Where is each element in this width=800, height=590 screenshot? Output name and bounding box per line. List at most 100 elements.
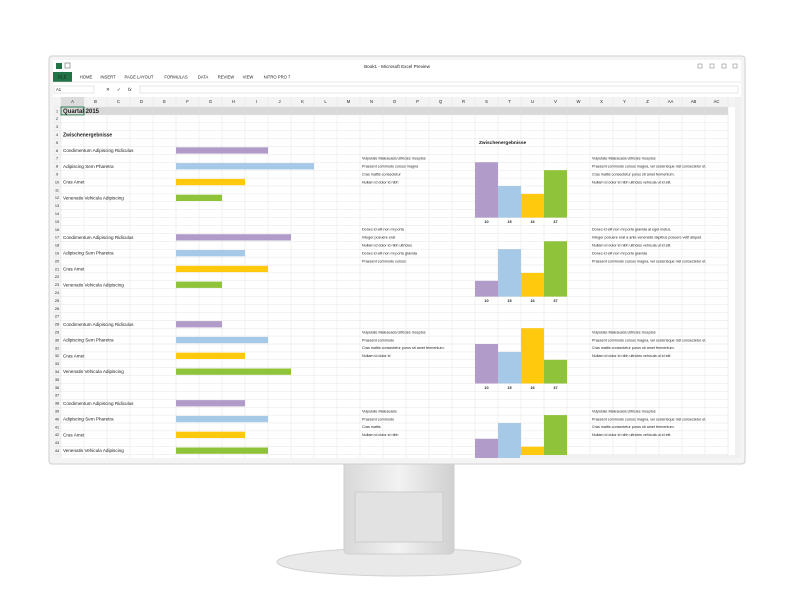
row-header: 43 xyxy=(55,441,59,445)
note-text: Praesent commodo cursus magna, vel scele… xyxy=(592,417,706,421)
note-text: Praesent commodo xyxy=(362,338,394,342)
ribbon-tab: REVIEW xyxy=(218,75,235,80)
column-header: R xyxy=(462,99,465,104)
column-header: Z xyxy=(646,99,649,104)
column-header: E xyxy=(163,99,166,104)
name-box xyxy=(53,85,95,94)
formula-input xyxy=(139,85,739,94)
enter-icon: ✓ xyxy=(117,87,121,92)
row-label: Condimentum Adipiscing Ridiculus xyxy=(63,322,134,327)
row-label: Condimentum Adipiscing Ridiculus xyxy=(63,148,134,153)
row-header: 3 xyxy=(56,125,58,129)
column-header: U xyxy=(531,99,534,104)
row-label: Cras Amet xyxy=(63,432,85,437)
row-header: 44 xyxy=(55,449,59,453)
row-label: Cras Amet xyxy=(63,266,85,271)
row-header: 15 xyxy=(55,220,59,224)
column-header: AA xyxy=(668,99,674,104)
column-header: N xyxy=(370,99,373,104)
row-header: 10 xyxy=(55,180,59,184)
row-header: 25 xyxy=(55,299,59,303)
note-text: Vulputate Malesuada Ultricies Inceptos xyxy=(362,330,426,334)
row-header: 5 xyxy=(56,141,58,145)
column-header-bar xyxy=(53,97,741,107)
row-header: 37 xyxy=(55,394,59,398)
column-header: F xyxy=(186,99,189,104)
column-header: H xyxy=(232,99,235,104)
column-header: I xyxy=(256,99,257,104)
name-box-text: A1 xyxy=(56,87,62,92)
note-text: Vulputate Malesuada Ultricies Inceptos xyxy=(592,157,656,161)
note-text: Praesent commodo cursus magna, vel scele… xyxy=(592,259,706,263)
row-header: 20 xyxy=(55,259,59,263)
horizontal-bar xyxy=(176,352,245,359)
file-tab xyxy=(53,72,72,82)
horizontal-bar xyxy=(176,163,314,170)
ribbon-tab: INSERT xyxy=(100,75,116,80)
window-control xyxy=(732,63,738,69)
horizontal-bar xyxy=(176,431,245,438)
chart-label: 10 xyxy=(484,386,488,390)
row-header: 21 xyxy=(55,267,59,271)
horizontal-bar xyxy=(176,178,245,186)
note-text: Praesent commodo cursus xyxy=(362,259,406,263)
chart-title: Zwischenergebnisse xyxy=(479,140,527,146)
column-bar xyxy=(475,162,498,218)
row-header: 30 xyxy=(55,338,59,342)
column-header: S xyxy=(485,99,488,104)
column-header: A xyxy=(71,99,74,104)
row-header: 11 xyxy=(55,188,59,192)
title-bar xyxy=(53,60,741,72)
title-row xyxy=(61,107,728,115)
chart-label: 15 xyxy=(507,386,511,390)
note-text: Nullam id dolor id nibh ultricies vehicu… xyxy=(592,244,671,248)
chart-label: 16 xyxy=(530,220,534,224)
row-header: 23 xyxy=(55,283,59,287)
note-text: Vulputate Malesuada xyxy=(362,409,397,413)
row-header: 18 xyxy=(55,244,59,248)
note-text: Vulputate Malesuada Ultricies Inceptos xyxy=(592,409,656,413)
column-bar xyxy=(521,272,544,297)
horizontal-scrollbar xyxy=(520,455,735,458)
column-bar xyxy=(498,423,521,458)
column-header: C xyxy=(117,99,120,104)
ribbon-tab: DATA xyxy=(198,75,209,80)
column-header: P xyxy=(416,99,419,104)
row-header: 41 xyxy=(55,425,59,429)
row-header: 19 xyxy=(55,251,59,255)
ribbon-tabs xyxy=(53,72,741,82)
sheet-title: Quartal 2015 xyxy=(63,109,100,115)
save-icon xyxy=(64,62,71,69)
row-label: Condimentum Adipiscing Ridiculus xyxy=(63,401,134,406)
ribbon-tab: FILE xyxy=(58,75,67,80)
note-text: Donec id elit non mi porta gravida xyxy=(362,251,418,255)
chart-label: 10 xyxy=(484,299,488,303)
note-text: Nullam id dolor id nibh ultricies vehicu… xyxy=(592,180,671,184)
note-text: Nullam id dolor id nibh xyxy=(362,433,398,437)
row-label: Venenatis Vehicula Adipiscing xyxy=(63,282,124,287)
cancel-icon: ✕ xyxy=(106,87,110,92)
row-label: Venenatis Vehicula Adipiscing xyxy=(63,448,124,453)
note-text: Vulputate Malesuada Ultricies Inceptos xyxy=(592,330,656,334)
row-header: 12 xyxy=(55,196,59,200)
column-header: Y xyxy=(623,99,626,104)
sheet-subtitle: Zwischenergebnisse xyxy=(63,132,112,138)
chart-label: 16 xyxy=(530,299,534,303)
column-header: K xyxy=(301,99,304,104)
row-label: Adipiscing Sem Pharetra xyxy=(63,251,114,256)
horizontal-bar xyxy=(176,368,291,375)
row-header: 1 xyxy=(56,109,58,113)
column-bar xyxy=(498,249,521,297)
column-header: W xyxy=(577,99,581,104)
note-text: Nullam id dolor id nibh ultricies vehicu… xyxy=(592,433,671,437)
chart-label: 37 xyxy=(553,220,557,224)
row-header: 7 xyxy=(56,157,58,161)
horizontal-bar xyxy=(176,447,268,454)
row-label: Condimentum Adipiscing Ridiculus xyxy=(63,235,134,240)
row-header: 33 xyxy=(55,362,59,366)
note-text: Cras mattis xyxy=(362,425,381,429)
row-header: 35 xyxy=(55,378,59,382)
row-header: 28 xyxy=(55,323,59,327)
chart-label: 15 xyxy=(507,220,511,224)
note-text: Praesent commodo xyxy=(362,417,394,421)
